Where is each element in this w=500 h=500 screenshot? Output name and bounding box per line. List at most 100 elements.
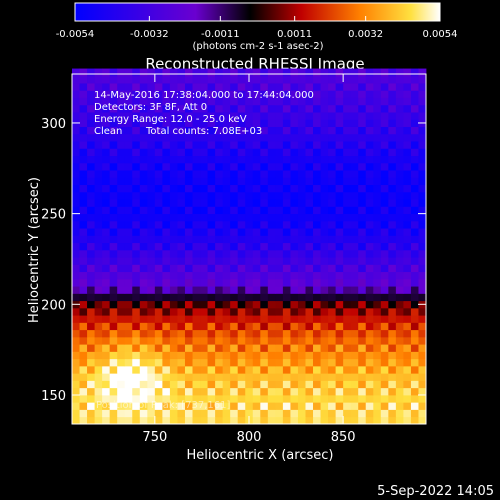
heatmap-cell xyxy=(162,264,171,273)
heatmap-cell xyxy=(373,351,382,360)
heatmap-cell xyxy=(154,177,163,186)
heatmap-cell xyxy=(207,307,216,316)
heatmap-cell xyxy=(177,271,186,280)
heatmap-cell xyxy=(117,329,126,338)
heatmap-cell xyxy=(388,206,397,215)
heatmap-cell xyxy=(192,336,201,345)
heatmap-cell xyxy=(350,119,359,127)
heatmap-cell xyxy=(147,322,156,331)
heatmap-cell xyxy=(237,126,246,135)
heatmap-cell xyxy=(222,104,231,113)
heatmap-cell xyxy=(147,155,156,164)
heatmap-cell xyxy=(388,119,397,127)
heatmap-cell xyxy=(222,365,231,374)
heatmap-cell xyxy=(207,351,216,360)
heatmap-cell xyxy=(320,249,329,258)
heatmap-cell xyxy=(305,119,314,127)
heatmap-cell xyxy=(154,119,163,127)
heatmap-cell xyxy=(222,344,231,352)
heatmap-cell xyxy=(245,68,254,77)
heatmap-cell xyxy=(305,104,314,113)
heatmap-cell xyxy=(358,278,367,287)
heatmap-cell xyxy=(230,68,239,77)
heatmap-cell xyxy=(260,249,269,258)
heatmap-cell xyxy=(343,315,352,323)
heatmap-cell xyxy=(177,322,186,331)
heatmap-cell xyxy=(365,141,374,149)
heatmap-cell xyxy=(147,307,156,316)
heatmap-cell xyxy=(313,271,321,280)
heatmap-cell xyxy=(237,373,246,381)
heatmap-cell xyxy=(350,402,359,410)
heatmap-cell xyxy=(207,68,216,77)
heatmap-cell xyxy=(177,264,186,273)
heatmap-cell xyxy=(380,155,389,164)
heatmap-cell xyxy=(207,293,216,302)
heatmap-cell xyxy=(418,278,427,287)
heatmap-cell xyxy=(252,68,261,77)
heatmap-cell xyxy=(87,278,95,287)
heatmap-cell xyxy=(237,300,246,309)
heatmap-cell xyxy=(207,75,216,84)
heatmap-cell xyxy=(282,228,291,236)
heatmap-cell xyxy=(282,300,291,309)
heatmap-cell xyxy=(132,104,141,113)
heatmap-cell xyxy=(192,199,201,207)
heatmap-cell xyxy=(388,402,397,410)
heatmap-cell xyxy=(275,315,284,323)
heatmap-cell xyxy=(267,170,276,178)
heatmap-cell xyxy=(192,133,201,142)
heatmap-cell xyxy=(184,184,193,193)
heatmap-cell xyxy=(102,213,111,222)
heatmap-cell xyxy=(184,177,193,186)
heatmap-cell xyxy=(162,133,171,142)
heatmap-cell xyxy=(320,112,329,120)
heatmap-cell xyxy=(328,104,337,113)
heatmap-cell xyxy=(102,220,111,229)
heatmap-cell xyxy=(297,90,306,98)
heatmap-cell xyxy=(380,344,389,352)
heatmap-cell xyxy=(94,336,103,345)
heatmap-cell xyxy=(418,83,427,91)
heatmap-cell xyxy=(365,162,374,171)
heatmap-cell xyxy=(395,409,404,418)
heatmap-cell xyxy=(335,300,344,309)
heatmap-cell xyxy=(222,394,231,403)
heatmap-cell xyxy=(192,416,201,425)
heatmap-cell xyxy=(109,141,118,149)
heatmap-cell xyxy=(305,416,314,425)
heatmap-cell xyxy=(380,336,389,345)
heatmap-cell xyxy=(418,148,427,156)
heatmap-cell xyxy=(200,257,208,265)
heatmap-cell xyxy=(395,402,404,410)
heatmap-cell xyxy=(343,141,352,149)
heatmap-cell xyxy=(403,119,412,127)
heatmap-cell xyxy=(365,112,374,120)
heatmap-cell xyxy=(184,170,193,178)
heatmap-cell xyxy=(72,170,80,178)
heatmap-cell xyxy=(87,249,95,258)
heatmap-cell xyxy=(237,75,246,84)
heatmap-cell xyxy=(200,155,208,164)
heatmap-cell xyxy=(365,228,374,236)
heatmap-cell xyxy=(365,394,374,403)
heatmap-cell xyxy=(328,271,337,280)
heatmap-cell xyxy=(237,170,246,178)
heatmap-cell xyxy=(237,286,246,294)
heatmap-cell xyxy=(222,148,231,156)
heatmap-cell xyxy=(169,344,178,352)
heatmap-cell xyxy=(147,206,156,215)
heatmap-cell xyxy=(358,228,367,236)
heatmap-cell xyxy=(380,90,389,98)
heatmap-cell xyxy=(252,90,261,98)
heatmap-cell xyxy=(200,373,208,381)
heatmap-cell xyxy=(72,90,80,98)
heatmap-cell xyxy=(124,409,133,418)
heatmap-cell xyxy=(109,416,118,425)
heatmap-cell xyxy=(410,286,419,294)
heatmap-cell xyxy=(350,242,359,251)
heatmap-cell xyxy=(87,68,95,77)
heatmap-cell xyxy=(395,373,404,381)
heatmap-cell xyxy=(320,264,329,273)
heatmap-cell xyxy=(132,162,141,171)
